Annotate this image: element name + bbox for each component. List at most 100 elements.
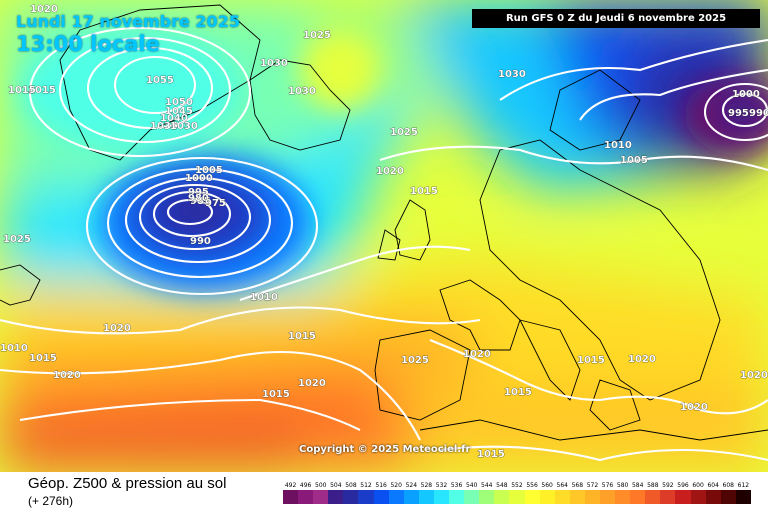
scale-swatch [599,490,616,504]
isobar-label: 1025 [3,234,31,245]
scale-tick-label: 528 [420,482,433,489]
scale-tick-label: 520 [390,482,402,489]
scale-swatch [328,490,344,504]
scale-swatch [388,490,404,504]
color-scale-labels: 492 496 500 504 508 512 516 520 524 528 532 536 540 5… [283,481,751,490]
scale-tick-label: 532 [435,482,448,489]
isobar-label: 1055 [146,75,174,86]
isobar-label: 1030 [260,58,288,69]
isobar-label: 985 [190,196,211,207]
isobar-label: 995 [728,108,749,119]
isobar-label: 1015 [577,355,605,366]
scale-tick-label: 608 [722,482,734,489]
scale-tick-label: 512 [360,482,372,489]
isobar-label: 1010 [0,343,28,354]
scale-swatch [735,490,751,504]
isobar-label: 1030 [498,69,526,80]
isobar-label: 1020 [103,323,131,334]
scale-swatch [645,490,661,504]
weather-map: 1020 1025 1030 1030 1055 1050 1045 1040 … [0,0,768,472]
scale-swatch [313,490,329,504]
scale-swatch [509,490,525,504]
run-info: Run GFS 0 Z du Jeudi 6 novembre 2025 [472,9,760,28]
isobar-label: 1020 [30,4,58,15]
isobar-label: 1025 [390,127,418,138]
scale-swatch [524,490,540,504]
isobar-label: 1020 [298,378,326,389]
isobar-label: 1015 [262,389,290,400]
scale-tick-label: 556 [526,482,538,489]
isobar-label: 1015 [29,353,57,364]
isobar-label: 1030 [288,86,316,97]
scale-swatch [358,490,374,504]
isobar-label: 1010 [250,292,278,303]
scale-swatch [283,490,299,504]
geopotential-field [0,0,768,472]
copyright: Copyright © 2025 Meteociel.fr [299,444,471,455]
scale-tick-label: 548 [496,482,508,489]
isobar-label: 1020 [740,370,768,381]
scale-tick-label: 564 [556,482,568,489]
isobar-label: 1000 [732,89,760,100]
isobar-label: 1040 [160,113,188,124]
scale-tick-label: 496 [299,482,312,489]
isobar-label: 1000 [185,173,213,184]
scale-swatch [675,490,691,504]
scale-tick-label: 524 [405,482,418,489]
isobar-label: 990 [749,108,768,119]
isobar-label: 975 [205,198,226,209]
isobar-label: 980 [188,193,209,204]
scale-tick-label: 552 [511,482,523,489]
scale-tick-label: 536 [450,482,463,489]
isobar-label: 1015 [28,85,56,96]
scale-tick-label: 492 [284,482,297,489]
scale-swatch [720,490,736,504]
scale-tick-label: 516 [375,482,387,489]
scale-swatch [660,490,676,504]
isobar-label: 995 [188,187,209,198]
scale-tick-label: 584 [631,482,644,489]
scale-swatch [479,490,495,504]
scale-tick-label: 540 [465,482,478,489]
scale-swatch [690,490,706,504]
valid-time: 13:00 locale [16,32,160,56]
scale-swatch [615,490,631,504]
isobar-label: 1030 [170,121,198,132]
isobars [0,26,768,462]
scale-swatch [464,490,480,504]
color-scale: 492 496 500 504 508 512 516 520 524 528 532 536 540 5… [283,481,751,504]
map-title: Géop. Z500 & pression au sol [28,475,227,492]
isobar-label: 990 [190,236,211,247]
isobar-label: 1015 [288,331,316,342]
isobar-label: 1020 [628,354,656,365]
valid-date: Lundi 17 novembre 2025 [16,12,240,31]
scale-swatch [569,490,585,504]
scale-tick-label: 508 [345,482,357,489]
forecast-lead: (+ 276h) [28,494,74,508]
scale-tick-label: 504 [330,482,342,489]
isobar-label: 1020 [376,166,404,177]
isobar-label: 1035 [150,121,178,132]
scale-swatch [373,490,389,504]
scale-swatch [433,490,450,504]
legend-footer: Géop. Z500 & pression au sol (+ 276h) 49… [0,472,768,512]
isobar-label: 1020 [53,370,81,381]
isobar-label: 1015 [504,387,532,398]
isobar-label: 1005 [195,165,223,176]
scale-swatch [403,490,419,504]
isobar-label: 1020 [463,349,491,360]
isobar-label: 1015 [410,186,438,197]
isobar-label: 1045 [165,106,193,117]
scale-tick-label: 600 [692,482,704,489]
scale-tick-label: 592 [662,482,674,489]
scale-swatch [494,490,510,504]
scale-swatch [539,490,555,504]
isobar-label: 1020 [680,402,708,413]
scale-tick-label: 612 [737,482,750,489]
isobar-label: 1025 [303,30,331,41]
scale-tick-label: 580 [616,482,629,489]
isobar-labels: 1020 1025 1030 1030 1055 1050 1045 1040 … [0,4,768,461]
color-scale-bar [283,490,751,504]
isobar-label: 1050 [165,97,193,108]
scale-tick-label: 604 [707,482,719,489]
